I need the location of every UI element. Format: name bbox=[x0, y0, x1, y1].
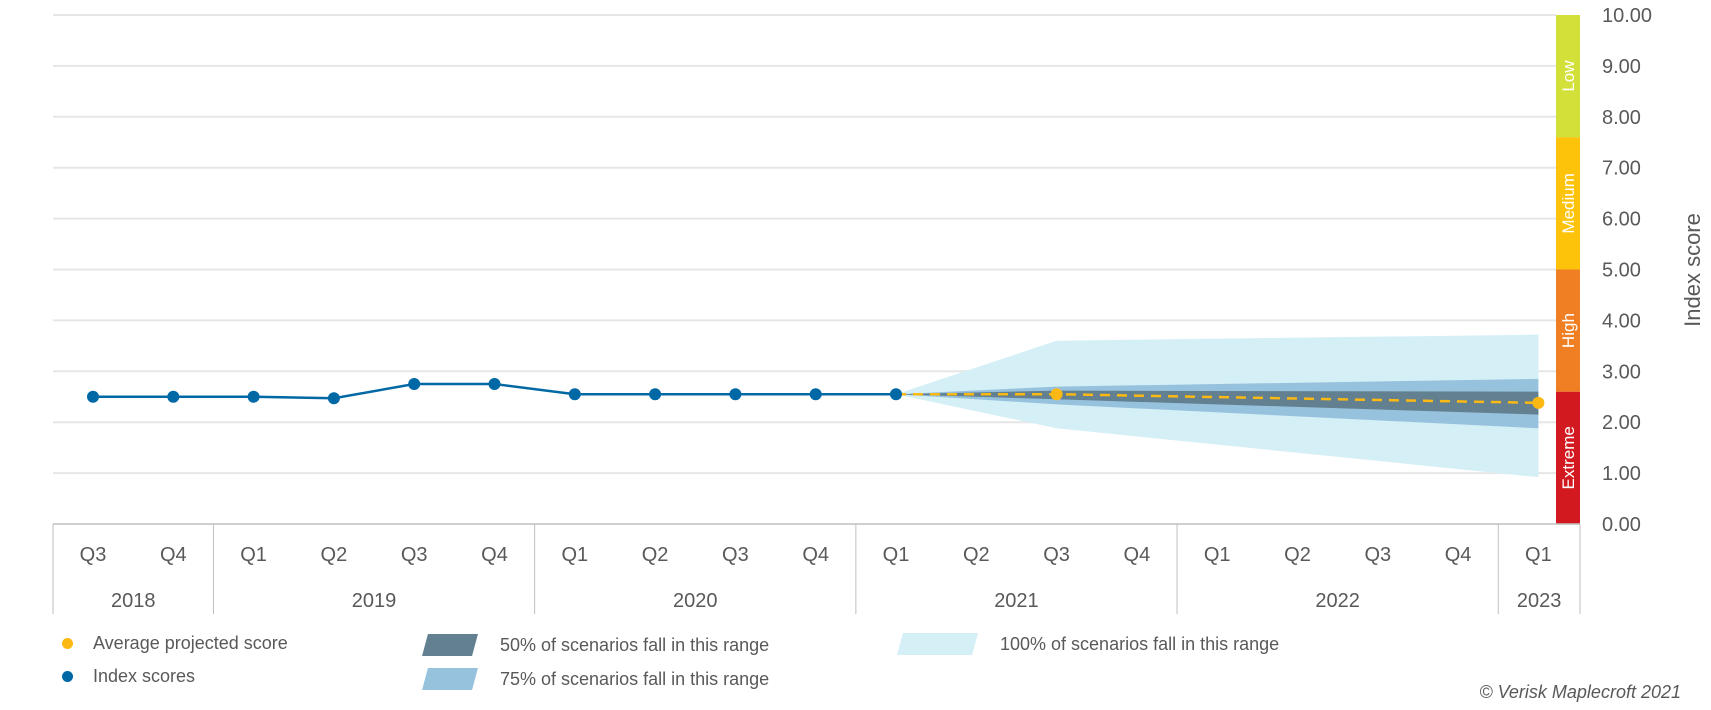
x-tick-year: 2018 bbox=[111, 590, 156, 612]
index-score-point bbox=[408, 378, 421, 391]
r50-swatch bbox=[422, 634, 478, 656]
index-dot-icon bbox=[62, 671, 73, 682]
y-tick-label: 6.00 bbox=[1602, 209, 1641, 231]
risk-band-high bbox=[1556, 269, 1580, 392]
legend-label: Index scores bbox=[93, 666, 196, 686]
risk-band-extreme bbox=[1556, 391, 1580, 524]
legend-label: 100% of scenarios fall in this range bbox=[1000, 633, 1280, 654]
legend-projected: Average projected score bbox=[62, 633, 288, 654]
risk-band-medium bbox=[1556, 137, 1580, 270]
x-tick-quarter: Q1 bbox=[883, 544, 910, 566]
legend-label: Average projected score bbox=[93, 633, 288, 653]
x-tick-quarter: Q2 bbox=[1284, 544, 1311, 566]
index-score-point bbox=[729, 388, 742, 401]
projected-dot-icon bbox=[62, 638, 73, 649]
x-tick-quarter: Q1 bbox=[1525, 544, 1552, 566]
y-tick-label: 3.00 bbox=[1602, 361, 1641, 383]
x-tick-quarter: Q4 bbox=[160, 544, 187, 566]
y-axis-label: Index score bbox=[1680, 213, 1705, 327]
index-score-point bbox=[568, 388, 581, 401]
y-tick-label: 1.00 bbox=[1602, 463, 1641, 485]
y-tick-label: 2.00 bbox=[1602, 412, 1641, 434]
y-tick-label: 10.00 bbox=[1602, 5, 1652, 27]
y-tick-label: 5.00 bbox=[1602, 260, 1641, 282]
x-tick-quarter: Q1 bbox=[240, 544, 267, 566]
x-tick-quarter: Q3 bbox=[722, 544, 749, 566]
x-tick-quarter: Q4 bbox=[481, 544, 508, 566]
legend-r100: 100% of scenarios fall in this range bbox=[897, 633, 1280, 655]
y-tick-label: 0.00 bbox=[1602, 514, 1641, 536]
y-tick-label: 7.00 bbox=[1602, 158, 1641, 180]
projection-point bbox=[1050, 388, 1063, 401]
y-tick-label: 9.00 bbox=[1602, 56, 1641, 78]
x-tick-quarter: Q3 bbox=[1043, 544, 1070, 566]
risk-band-label: Low bbox=[1559, 60, 1578, 92]
legend-index: Index scores bbox=[62, 666, 195, 687]
index-score-point bbox=[327, 392, 340, 405]
index-score-point bbox=[488, 378, 501, 391]
y-tick-label: 8.00 bbox=[1602, 107, 1641, 129]
x-tick-quarter: Q3 bbox=[1364, 544, 1391, 566]
risk-band-label: Extreme bbox=[1559, 426, 1578, 489]
index-score-point bbox=[87, 390, 99, 403]
x-tick-quarter: Q4 bbox=[1124, 544, 1151, 566]
projection-point bbox=[1532, 396, 1545, 409]
x-tick-quarter: Q2 bbox=[963, 544, 990, 566]
x-tick-quarter: Q1 bbox=[1204, 544, 1231, 566]
x-tick-quarter: Q2 bbox=[642, 544, 669, 566]
legend-r50: 50% of scenarios fall in this range bbox=[422, 634, 770, 656]
r75-swatch bbox=[422, 668, 478, 690]
copyright: © Verisk Maplecroft 2021 bbox=[1479, 682, 1681, 702]
index-score-point bbox=[809, 388, 822, 401]
legend-label: 50% of scenarios fall in this range bbox=[500, 634, 770, 655]
x-tick-year: 2021 bbox=[994, 590, 1039, 612]
x-tick-quarter: Q1 bbox=[561, 544, 588, 566]
index-score-point bbox=[167, 390, 180, 403]
x-tick-quarter: Q3 bbox=[80, 544, 107, 566]
x-tick-quarter: Q4 bbox=[1445, 544, 1472, 566]
index-score-point bbox=[247, 390, 260, 403]
risk-band-label: High bbox=[1559, 313, 1578, 348]
x-tick-quarter: Q2 bbox=[321, 544, 348, 566]
y-tick-label: 4.00 bbox=[1602, 310, 1641, 332]
index-score-point bbox=[649, 388, 662, 401]
legend-r75: 75% of scenarios fall in this range bbox=[422, 668, 770, 690]
x-tick-year: 2019 bbox=[352, 590, 397, 612]
risk-band-low bbox=[1556, 15, 1580, 138]
x-tick-quarter: Q3 bbox=[401, 544, 428, 566]
x-tick-year: 2020 bbox=[673, 590, 718, 612]
x-tick-year: 2022 bbox=[1315, 590, 1360, 612]
risk-band-label: Medium bbox=[1559, 173, 1578, 233]
x-tick-year: 2023 bbox=[1517, 590, 1562, 612]
r100-swatch bbox=[897, 633, 978, 655]
legend-label: 75% of scenarios fall in this range bbox=[500, 668, 770, 689]
x-tick-quarter: Q4 bbox=[802, 544, 829, 566]
index-score-point bbox=[890, 388, 902, 401]
